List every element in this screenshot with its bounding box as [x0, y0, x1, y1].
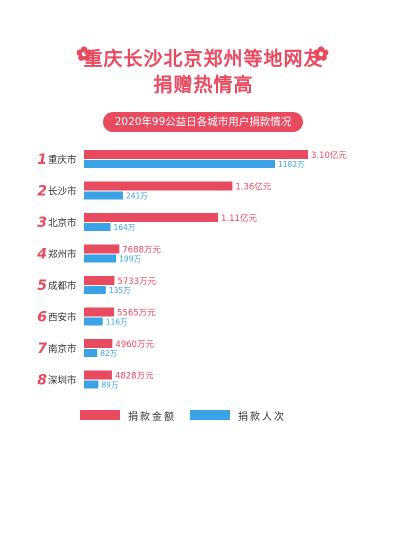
category-label: 郑州市 — [48, 249, 77, 261]
count-bar — [84, 223, 111, 231]
legend-swatch-count — [190, 410, 230, 420]
category-label: 重庆市 — [48, 154, 77, 166]
count-value-label: 164万 — [114, 223, 136, 232]
count-value-label: 199万 — [119, 255, 141, 264]
count-value-label: 116万 — [106, 318, 128, 327]
amount-bar — [84, 244, 120, 254]
flower-icon — [76, 46, 92, 61]
count-bar — [84, 254, 117, 263]
legend-swatch-amount — [80, 410, 120, 420]
amount-bar — [84, 213, 219, 222]
rank-label: 2 — [37, 184, 47, 200]
amount-value-label: 5565万元 — [117, 309, 156, 319]
count-bar — [84, 286, 106, 294]
amount-value-label: 4828万元 — [115, 372, 154, 382]
category-label: 西安市 — [48, 312, 77, 324]
legend-label-amount: 捐款金额 — [128, 412, 176, 423]
category-label: 成都市 — [48, 280, 77, 292]
category-label: 北京市 — [48, 217, 77, 229]
amount-bar — [84, 181, 233, 191]
rank-label: 5 — [37, 278, 47, 294]
count-bar — [84, 349, 98, 357]
amount-value-label: 4960万元 — [115, 340, 154, 350]
bar-chart: 1 重庆市 3.10亿元 1182万 2 长沙市 1.36亿元 241万 3 北京市 1.11亿元 1… — [36, 150, 347, 390]
headline-line-1: 重庆长沙北京郑州等地网友 — [83, 48, 324, 70]
amount-value-label: 1.36亿元 — [235, 182, 271, 193]
rank-label: 6 — [37, 310, 47, 326]
amount-bar — [84, 370, 112, 380]
amount-bar — [84, 276, 115, 285]
amount-bar — [84, 339, 113, 348]
count-bar — [84, 160, 275, 168]
amount-value-label: 3.10亿元 — [311, 150, 347, 161]
count-value-label: 241万 — [126, 192, 148, 201]
amount-bar — [84, 307, 115, 317]
amount-value-label: 5733万元 — [117, 277, 156, 287]
count-bar — [84, 380, 99, 389]
count-value-label: 135万 — [109, 286, 131, 295]
flower-icon — [313, 46, 329, 61]
category-label: 长沙市 — [48, 186, 77, 198]
headline-line-2: 捐赠热情高 — [153, 74, 254, 96]
count-value-label: 89万 — [101, 381, 119, 390]
legend-label-count: 捐款人次 — [238, 412, 286, 423]
category-label: 南京市 — [48, 343, 77, 355]
count-bar — [84, 191, 123, 200]
amount-bar — [84, 150, 308, 159]
count-bar — [84, 317, 103, 326]
rank-label: 4 — [36, 247, 47, 263]
count-value-label: 1182万 — [278, 160, 305, 169]
rank-label: 3 — [37, 215, 47, 231]
rank-label: 7 — [37, 341, 47, 357]
chart-title-banner: 2020年99公益日各城市用户捐款情况 — [103, 112, 303, 132]
count-value-label: 82万 — [100, 349, 118, 358]
category-label: 深圳市 — [48, 375, 77, 387]
amount-value-label: 1.11亿元 — [221, 213, 257, 224]
rank-label: 1 — [37, 152, 47, 168]
amount-value-label: 7688万元 — [122, 246, 161, 256]
rank-label: 8 — [37, 373, 47, 389]
